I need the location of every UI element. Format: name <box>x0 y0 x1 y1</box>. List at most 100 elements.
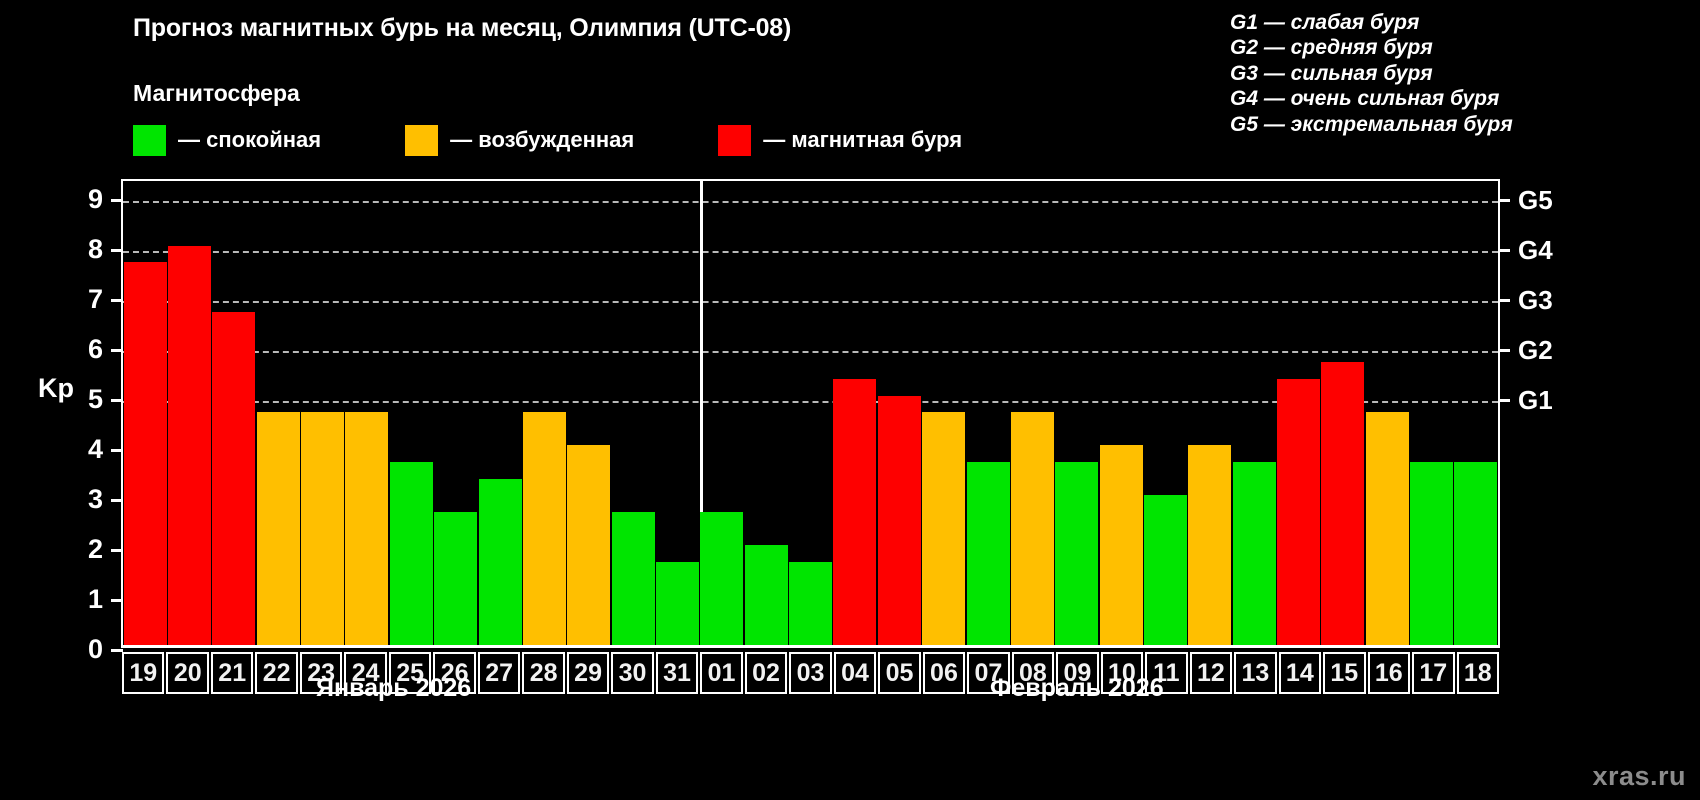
bar-cell[interactable] <box>966 181 1010 645</box>
bar-day-28[interactable] <box>522 412 566 645</box>
bar-cell[interactable] <box>611 181 655 645</box>
day-label-05[interactable]: 05 <box>878 652 921 694</box>
day-label-15[interactable]: 15 <box>1323 652 1366 694</box>
bar-cell[interactable] <box>655 181 699 645</box>
day-label-03[interactable]: 03 <box>789 652 832 694</box>
day-label-04[interactable]: 04 <box>833 652 877 694</box>
bar-cell[interactable] <box>1409 181 1454 645</box>
bar-cell[interactable] <box>434 181 478 645</box>
day-label-19[interactable]: 19 <box>122 652 165 694</box>
day-label-01[interactable]: 01 <box>700 652 743 694</box>
bar-day-30[interactable] <box>611 511 655 645</box>
day-label-31[interactable]: 31 <box>655 652 699 694</box>
bar-cell[interactable] <box>1143 181 1187 645</box>
bar-day-09[interactable] <box>1055 461 1099 645</box>
bar-cell[interactable] <box>1099 181 1143 645</box>
day-label-13[interactable]: 13 <box>1234 652 1277 694</box>
legend-label-storm: — магнитная буря <box>763 127 963 152</box>
bar-cell[interactable] <box>522 181 566 645</box>
bar-day-12[interactable] <box>1188 445 1232 645</box>
day-label-27[interactable]: 27 <box>477 652 521 694</box>
bar-day-10[interactable] <box>1099 445 1143 645</box>
day-label-25[interactable]: 25 <box>388 652 432 694</box>
bar-day-11[interactable] <box>1143 495 1187 645</box>
bar-cell[interactable] <box>1276 181 1321 645</box>
bar-cell[interactable] <box>345 181 389 645</box>
bar-day-01[interactable] <box>700 511 744 645</box>
bar-day-16[interactable] <box>1365 412 1409 645</box>
bar-day-07[interactable] <box>966 461 1010 645</box>
day-label-30[interactable]: 30 <box>611 652 654 694</box>
bar-day-03[interactable] <box>789 561 833 645</box>
bar-cell[interactable] <box>1454 181 1498 645</box>
bar-cell[interactable] <box>788 181 833 645</box>
bar-day-20[interactable] <box>168 245 212 645</box>
bar-cell[interactable] <box>877 181 921 645</box>
bar-day-06[interactable] <box>922 412 966 645</box>
day-label-07[interactable]: 07 <box>967 652 1010 694</box>
bar-day-15[interactable] <box>1321 362 1365 645</box>
bar-day-18[interactable] <box>1454 461 1498 645</box>
bar-day-21[interactable] <box>212 312 256 645</box>
g-scale-legend: G1 — слабая буря G2 — средняя буря G3 — … <box>1230 10 1513 137</box>
bar-cell[interactable] <box>1321 181 1365 645</box>
bar-cell[interactable] <box>744 181 788 645</box>
bar-cell[interactable] <box>1188 181 1232 645</box>
bar-day-08[interactable] <box>1010 412 1054 645</box>
day-label-12[interactable]: 12 <box>1189 652 1233 694</box>
day-label-18[interactable]: 18 <box>1456 652 1500 694</box>
gridline-kp-8 <box>123 250 1498 253</box>
day-label-20[interactable]: 20 <box>166 652 209 694</box>
day-label-10[interactable]: 10 <box>1100 652 1144 694</box>
bar-day-29[interactable] <box>567 445 611 645</box>
day-label-02[interactable]: 02 <box>744 652 788 694</box>
day-label-08[interactable]: 08 <box>1011 652 1055 694</box>
bar-day-22[interactable] <box>256 412 300 645</box>
day-label-29[interactable]: 29 <box>566 652 610 694</box>
bar-cell[interactable] <box>921 181 966 645</box>
bar-cell[interactable] <box>212 181 256 645</box>
bar-day-26[interactable] <box>434 511 478 645</box>
bar-day-04[interactable] <box>833 379 877 645</box>
bar-cell[interactable] <box>567 181 611 645</box>
bar-day-17[interactable] <box>1410 461 1454 645</box>
bar-cell[interactable] <box>1055 181 1099 645</box>
bar-cell[interactable] <box>833 181 877 645</box>
day-label-23[interactable]: 23 <box>299 652 343 694</box>
day-label-14[interactable]: 14 <box>1278 652 1322 694</box>
y-tick-mark <box>111 648 123 652</box>
bar-cell[interactable] <box>167 181 212 645</box>
bar-day-05[interactable] <box>877 395 921 645</box>
bar-cell[interactable] <box>1365 181 1409 645</box>
bar-cell[interactable] <box>256 181 300 645</box>
bar-cell[interactable] <box>700 181 744 645</box>
bar-day-24[interactable] <box>345 412 389 645</box>
bar-day-13[interactable] <box>1232 461 1276 645</box>
bar-day-31[interactable] <box>655 561 699 645</box>
bar-cell[interactable] <box>1232 181 1276 645</box>
bar-cell[interactable] <box>478 181 522 645</box>
bar-cell[interactable] <box>123 181 167 645</box>
day-label-17[interactable]: 17 <box>1412 652 1455 694</box>
g-tick-mark <box>1498 299 1510 303</box>
day-label-09[interactable]: 09 <box>1056 652 1099 694</box>
day-label-11[interactable]: 11 <box>1145 652 1188 694</box>
bar-day-23[interactable] <box>301 412 345 645</box>
bar-day-25[interactable] <box>389 461 433 645</box>
day-label-24[interactable]: 24 <box>344 652 387 694</box>
day-label-28[interactable]: 28 <box>522 652 565 694</box>
bar-day-02[interactable] <box>744 545 788 645</box>
g-tick-mark <box>1498 199 1510 203</box>
bar-cell[interactable] <box>1010 181 1054 645</box>
bar-day-27[interactable] <box>478 478 522 645</box>
day-label-16[interactable]: 16 <box>1367 652 1411 694</box>
day-label-22[interactable]: 22 <box>255 652 298 694</box>
bar-day-14[interactable] <box>1277 379 1321 645</box>
day-label-21[interactable]: 21 <box>210 652 254 694</box>
bar-cell[interactable] <box>300 181 345 645</box>
bar-day-19[interactable] <box>123 262 167 645</box>
day-label-06[interactable]: 06 <box>922 652 966 694</box>
bar-cell[interactable] <box>389 181 433 645</box>
day-label-26[interactable]: 26 <box>433 652 476 694</box>
